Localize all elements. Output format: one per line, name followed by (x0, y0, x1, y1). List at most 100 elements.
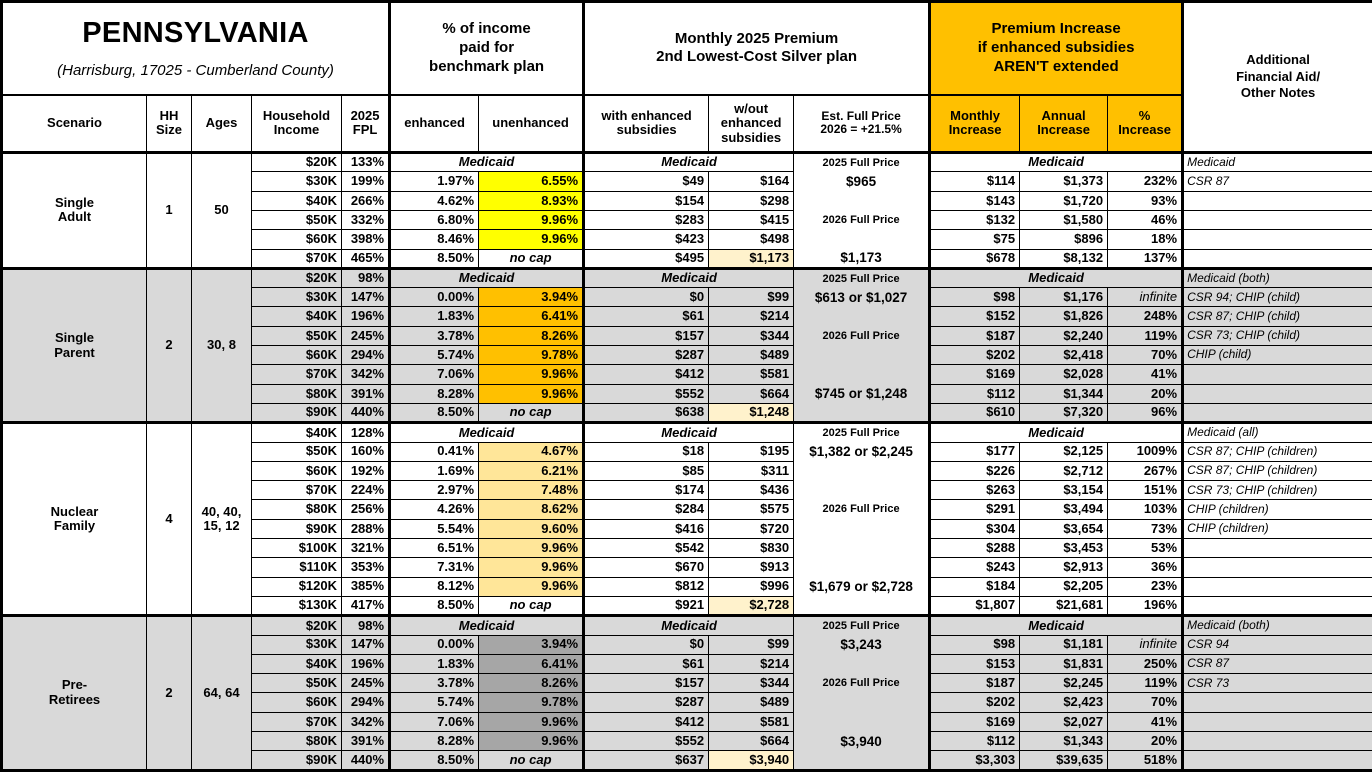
income-cell: $70K (251, 364, 342, 385)
full-price-cell (793, 345, 931, 365)
hh-size-cell: 2 (146, 614, 192, 771)
unenhanced-pct-cell: 8.62% (478, 499, 585, 520)
fpl-cell: 353% (340, 557, 391, 578)
monthly-increase-cell: $304 (928, 518, 1021, 540)
note-cell: Medicaid (all) (1181, 421, 1372, 443)
monthly-increase-cell: $75 (928, 229, 1021, 250)
percent-increase-cell: 93% (1107, 190, 1184, 211)
premium-with-subsidies-cell: $85 (582, 460, 710, 482)
col-header-scenario: Scenario (1, 94, 147, 155)
income-cell: $20K (251, 151, 342, 173)
note-cell (1181, 730, 1372, 752)
annual-increase-cell: $3,453 (1019, 538, 1109, 559)
fpl-cell: 160% (340, 441, 391, 462)
premium-without-subsidies-cell: $913 (708, 557, 795, 578)
percent-increase-cell: 151% (1107, 480, 1184, 501)
enhanced-pct-cell: 2.97% (388, 480, 480, 501)
annual-increase-cell: $2,027 (1019, 711, 1109, 732)
percent-increase-cell: 70% (1107, 345, 1184, 366)
annual-increase-cell: $21,681 (1019, 595, 1109, 617)
premium-without-subsidies-cell: $830 (708, 538, 795, 559)
income-cell: $50K (251, 209, 342, 231)
fpl-cell: 440% (340, 402, 391, 424)
unenhanced-pct-cell: 6.55% (478, 171, 585, 192)
fpl-cell: 147% (340, 287, 391, 308)
income-cell: $90K (251, 402, 342, 424)
table-row: Pre- Retirees 2 64, 64 $20K 98% Medicaid Medic… (1, 614, 1372, 771)
premium-without-subsidies-cell: $99 (708, 287, 795, 308)
monthly-increase-cell: $291 (928, 499, 1021, 520)
annual-increase-cell: $1,343 (1019, 730, 1109, 752)
table-row: $60K 192% 1.69% 6.21% $85 $311 $226 $2,712 267% C… (2, 460, 1372, 482)
income-cell: $30K (251, 171, 342, 192)
col-header-household-income: Household Income (251, 94, 342, 155)
percent-increase-cell: infinite (1107, 634, 1184, 655)
table-row: $80K 391% 8.28% 9.96% $552 $664 $3,940 $112 $1,3… (2, 730, 1372, 752)
full-price-cell: 2026 Full Price (793, 499, 931, 520)
scenario-cell: Single Parent (1, 266, 147, 424)
note-cell (1181, 557, 1372, 578)
income-cell: $70K (251, 480, 342, 501)
table-row: $50K 245% 3.78% 8.26% $157 $344 2026 Full Pric… (2, 325, 1372, 347)
percent-increase-cell: 119% (1107, 325, 1184, 347)
table-row: $80K 256% 4.26% 8.62% $284 $575 2026 Full Pric… (2, 499, 1372, 520)
full-price-cell: 2026 Full Price (793, 673, 931, 693)
unenhanced-pct-cell: 3.94% (478, 634, 585, 655)
annual-increase-cell: $2,125 (1019, 441, 1109, 462)
fpl-cell: 417% (340, 595, 391, 617)
table-title-cell: PENNSYLVANIA (Harrisburg, 17025 - Cumber… (0, 0, 391, 96)
percent-increase-cell: 1009% (1107, 441, 1184, 462)
percent-increase-cell: 53% (1107, 538, 1184, 559)
full-price-cell: 2025 Full Price (793, 614, 931, 635)
note-cell (1181, 209, 1372, 231)
percent-increase-cell: 18% (1107, 229, 1184, 250)
unenhanced-pct-cell: 3.94% (478, 287, 585, 308)
unenhanced-pct-cell: 6.21% (478, 460, 585, 482)
annual-increase-cell: $2,418 (1019, 345, 1109, 366)
fpl-cell: 196% (340, 306, 391, 327)
premium-with-subsidies-cell: $812 (582, 576, 710, 597)
medicaid-benchmark-cell: Medicaid (388, 266, 585, 289)
fpl-cell: 133% (340, 151, 391, 173)
scenario-cell: Nuclear Family (1, 421, 147, 617)
note-cell (1181, 538, 1372, 559)
location-subtitle: (Harrisburg, 17025 - Cumberland County) (57, 61, 334, 79)
fpl-cell: 288% (340, 518, 391, 540)
fpl-cell: 332% (340, 209, 391, 231)
premium-without-subsidies-cell: $575 (708, 499, 795, 520)
table-row: $90K 440% 8.50% no cap $637 $3,940 $3,303 $39,6… (2, 750, 1372, 771)
premium-with-subsidies-cell: $157 (582, 325, 710, 347)
income-cell: $110K (251, 557, 342, 578)
fpl-cell: 98% (340, 614, 391, 636)
fpl-cell: 391% (340, 730, 391, 752)
unenhanced-pct-cell: 8.26% (478, 325, 585, 347)
percent-increase-cell: 248% (1107, 306, 1184, 327)
table-row: $110K 353% 7.31% 9.96% $670 $913 $243 $2,913 36% (2, 557, 1372, 578)
note-cell: CHIP (children) (1181, 518, 1372, 540)
income-cell: $80K (251, 730, 342, 752)
annual-increase-cell: $3,494 (1019, 499, 1109, 520)
table-row: $70K 465% 8.50% no cap $495 $1,173 $1,173 $678 $… (2, 248, 1372, 269)
hh-size-cell: 1 (146, 151, 192, 269)
percent-increase-cell: 103% (1107, 499, 1184, 520)
unenhanced-pct-cell: 4.67% (478, 441, 585, 462)
note-cell (1181, 248, 1372, 269)
col-header-monthly-increase: Monthly Increase (928, 94, 1021, 155)
group-header-row: PENNSYLVANIA (Harrisburg, 17025 - Cumber… (0, 0, 1372, 155)
income-cell: $70K (251, 711, 342, 732)
premium-without-subsidies-cell: $436 (708, 480, 795, 501)
percent-increase-cell: 250% (1107, 653, 1184, 675)
medicaid-premium-cell: Medicaid (582, 151, 795, 173)
unenhanced-pct-cell: 9.78% (478, 345, 585, 366)
income-cell: $50K (251, 441, 342, 462)
percent-increase-cell: 196% (1107, 595, 1184, 617)
monthly-increase-cell: $152 (928, 306, 1021, 327)
income-cell: $40K (251, 190, 342, 211)
full-price-cell (793, 229, 931, 250)
percent-increase-cell: 518% (1107, 750, 1184, 771)
premium-without-subsidies-cell: $489 (708, 692, 795, 713)
unenhanced-pct-cell: 6.41% (478, 306, 585, 327)
monthly-increase-cell: $202 (928, 345, 1021, 366)
full-price-cell: 2025 Full Price (793, 151, 931, 172)
